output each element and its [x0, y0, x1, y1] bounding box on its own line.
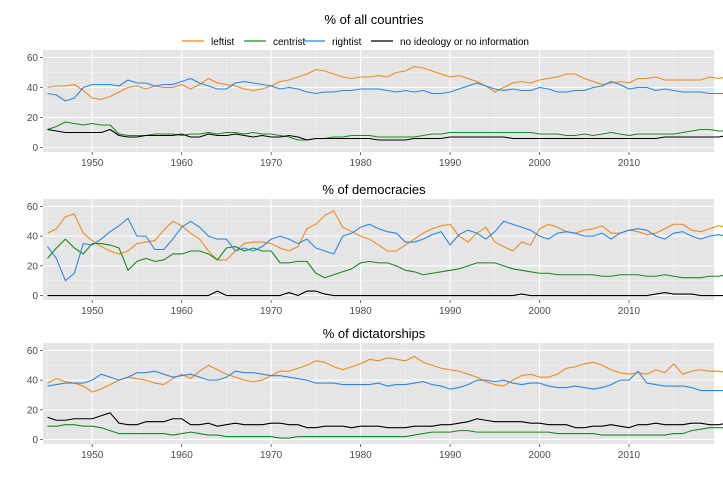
x-tick-label-1990: 1990: [439, 158, 462, 169]
series-line-centrist-of-dictatorships: [47, 424, 723, 439]
series-line-no-ideology-or-no-information-of-dictatorships: [47, 412, 723, 429]
plot-background-of-democracies: [43, 199, 714, 300]
plot-background-of-dictatorships: [43, 343, 714, 444]
legend-label-no-ideology-or-no-information: no ideology or no information: [400, 37, 529, 48]
x-tick-label-1950: 1950: [81, 450, 104, 461]
panel-title-dictatorships: % of dictatorships: [323, 326, 426, 341]
series-line-no-ideology-or-no-information-of-democracies: [47, 290, 723, 297]
x-tick-label-1970: 1970: [260, 158, 283, 169]
panel-title-democracies: % of democracies: [322, 182, 426, 197]
x-tick-label-2010: 2010: [618, 306, 641, 317]
series-line-centrist-of-all-countries: [47, 121, 723, 141]
y-tick-label-60: 60: [27, 202, 39, 213]
legend: leftist centrist rightist no ideology or no…: [182, 37, 529, 48]
x-tick-label-1970: 1970: [260, 306, 283, 317]
x-tick-label-1970: 1970: [260, 450, 283, 461]
series-line-leftist-of-democracies: [47, 210, 723, 261]
y-tick-label-0: 0: [32, 143, 38, 154]
y-tick-label-20: 20: [27, 261, 39, 272]
y-tick-label-40: 40: [27, 376, 39, 387]
legend-label-rightist: rightist: [332, 37, 362, 48]
x-tick-label-2010: 2010: [618, 158, 641, 169]
series-line-rightist-of-democracies: [47, 217, 723, 282]
x-tick-label-2000: 2000: [528, 158, 551, 169]
y-tick-label-0: 0: [32, 435, 38, 446]
x-tick-label-1990: 1990: [439, 306, 462, 317]
series-line-centrist-of-democracies: [47, 238, 723, 279]
panel-democracies: % of democracies 0 20 40 60 1950 1960 1970 1980…: [27, 182, 723, 317]
legend-label-centrist: centrist: [273, 37, 305, 48]
y-tick-label-40: 40: [27, 83, 39, 94]
x-tick-label-1980: 1980: [349, 450, 372, 461]
legend-label-leftist: leftist: [211, 37, 235, 48]
x-tick-label-1960: 1960: [171, 158, 194, 169]
x-tick-label-1980: 1980: [349, 306, 372, 317]
x-tick-label-1960: 1960: [171, 306, 194, 317]
series-line-rightist-of-dictatorships: [47, 370, 723, 392]
y-tick-label-20: 20: [27, 113, 39, 124]
y-tick-label-60: 60: [27, 346, 39, 357]
x-tick-label-2010: 2010: [618, 450, 641, 461]
y-tick-label-40: 40: [27, 232, 39, 243]
panel-title-all-countries: % of all countries: [325, 12, 424, 27]
y-tick-label-20: 20: [27, 405, 39, 416]
x-tick-label-1950: 1950: [81, 306, 104, 317]
x-tick-label-2000: 2000: [528, 450, 551, 461]
series-line-no-ideology-or-no-information-of-all-countries: [47, 128, 723, 141]
panel-dictatorships: % of dictatorships 0 20 40 60 1950 1960 1970 19…: [27, 326, 723, 461]
x-tick-label-1950: 1950: [81, 158, 104, 169]
x-tick-label-1960: 1960: [171, 450, 194, 461]
x-tick-label-1980: 1980: [349, 158, 372, 169]
x-tick-label-2000: 2000: [528, 306, 551, 317]
y-tick-label-0: 0: [32, 291, 38, 302]
series-line-rightist-of-all-countries: [47, 77, 723, 102]
y-tick-label-60: 60: [27, 53, 39, 64]
series-line-leftist-of-dictatorships: [47, 355, 723, 393]
panel-all-countries: % of all countries 0 20 40 60 1950 1960 1970 19…: [27, 12, 723, 169]
x-tick-label-1990: 1990: [439, 450, 462, 461]
